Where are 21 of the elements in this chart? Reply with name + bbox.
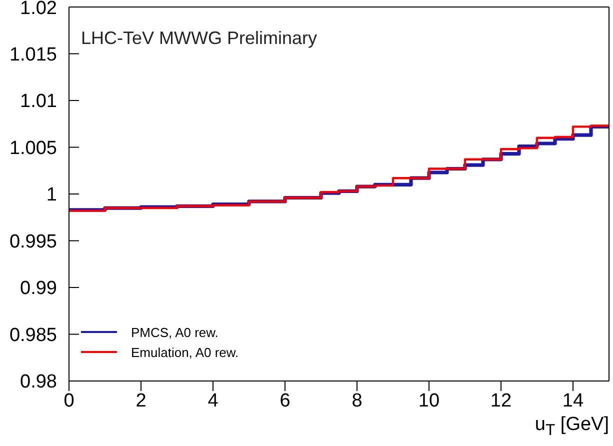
y-tick-label: 0.98: [20, 372, 57, 393]
y-tick-label: 1.015: [9, 44, 57, 66]
legend-label: PMCS, A0 rew.: [131, 324, 218, 340]
y-tick-label: 1.01: [20, 91, 57, 112]
x-tick-label: 0: [64, 390, 74, 412]
x-tick-label: 8: [352, 390, 362, 412]
y-tick-label: 1: [46, 184, 57, 206]
x-tick-label: 12: [490, 390, 512, 412]
x-axis-title: u$_{T}$ [GeV]: [534, 414, 609, 440]
x-tick-label: 2: [136, 390, 146, 412]
x-tick-label: 14: [562, 390, 584, 412]
y-tick-label: 1.005: [9, 138, 57, 159]
x-tick-label: 6: [280, 390, 290, 412]
legend-label: Emulation, A0 rew.: [131, 344, 239, 360]
y-tick-label: 0.995: [9, 231, 57, 252]
x-tick-label: 4: [208, 390, 219, 412]
y-tick-label: 0.985: [9, 324, 57, 346]
annotation: LHC-TeV MWWG Preliminary: [81, 28, 318, 49]
x-tick-label: 10: [418, 390, 440, 412]
y-tick-label: 1.02: [20, 0, 57, 19]
y-tick-label: 0.99: [20, 278, 57, 300]
